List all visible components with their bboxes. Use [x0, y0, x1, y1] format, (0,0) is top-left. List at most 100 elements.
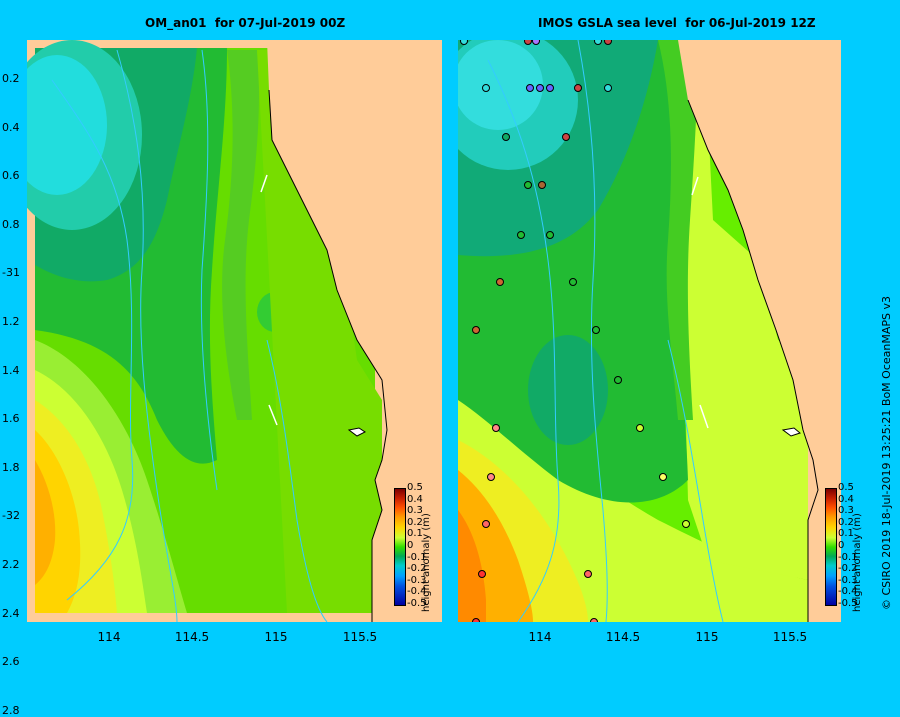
island [347, 427, 366, 437]
obs-marker [496, 278, 504, 286]
colorbar-tick-label: -0.3 [407, 574, 427, 586]
obs-marker [524, 181, 532, 189]
x-tick-label: 115.5 [342, 630, 378, 644]
obs-marker [584, 570, 592, 578]
right-colorbar [825, 488, 837, 606]
y-tick-label: -31 [2, 266, 20, 280]
field-sw-darkorange [458, 510, 486, 622]
y-tick-label: 2.2 [2, 558, 20, 571]
left-colorbar [394, 488, 406, 606]
obs-marker [460, 40, 468, 45]
current-arrow-1 [691, 176, 699, 196]
y-tick-label: 0.2 [2, 72, 20, 85]
obs-marker [594, 40, 602, 45]
y-tick-label: -32 [2, 509, 20, 523]
colorbar-tick-label: 0 [407, 540, 414, 551]
bathy-contour-3 [200, 49, 218, 491]
colorbar-tick-label: -0.4 [407, 586, 427, 598]
colorbar-tick-label: 0.4 [407, 493, 423, 505]
obs-marker [636, 424, 644, 432]
current-arrow-1 [260, 174, 268, 193]
credit-text: © CSIRO 2019 18-Jul-2019 13:25:21 BoM Oc… [880, 296, 893, 610]
left-map-svg [27, 40, 442, 622]
field-inner-strip [658, 40, 698, 420]
observation-markers [460, 40, 690, 622]
colorbar-tick-label: 0.2 [838, 516, 854, 528]
obs-marker [569, 278, 577, 286]
coastline [687, 99, 819, 622]
colorbar-tick-label: -0.4 [838, 586, 858, 598]
land-mask [267, 40, 442, 622]
y-tick-label: 1.4 [2, 363, 20, 377]
obs-marker [659, 473, 667, 481]
obs-marker [502, 133, 510, 141]
right-panel-title: IMOS GSLA sea level for 06-Jul-2019 12Z [538, 16, 816, 30]
obs-marker [604, 40, 612, 45]
bathy-contour-1 [487, 59, 560, 622]
colorbar-tick-label: -0.3 [838, 574, 858, 586]
colorbar-tick-label: -0.5 [838, 598, 858, 609]
field-eddy-inner [27, 55, 107, 195]
x-tick-label: 114 [97, 630, 121, 644]
colorbar-tick-label: -0.1 [407, 551, 427, 563]
field-eddy-inner [458, 40, 543, 130]
island [781, 427, 802, 437]
field-sw-orange [35, 460, 56, 585]
colorbar-tick-label: 0.5 [838, 482, 854, 493]
field-east [257, 50, 382, 613]
colorbar-tick-label: 0.5 [407, 482, 423, 493]
obs-marker [546, 84, 554, 92]
coastline [268, 89, 388, 622]
x-tick-label: 115.5 [772, 630, 808, 644]
obs-marker [604, 84, 612, 92]
obs-marker [592, 326, 600, 334]
bathy-contour-2 [577, 40, 608, 622]
obs-marker [526, 84, 534, 92]
right-map-panel [458, 40, 841, 622]
colorbar-tick-label: 0.1 [407, 528, 423, 540]
y-tick-label: 2.4 [2, 606, 20, 620]
colorbar-tick-label: -0.1 [838, 551, 858, 563]
y-tick-label: 0.8 [2, 217, 20, 231]
bathy-contour-1 [51, 79, 134, 601]
colorbar-tick-label: 0.2 [407, 516, 423, 528]
land-mask [678, 40, 841, 622]
obs-marker [614, 376, 622, 384]
obs-marker [536, 84, 544, 92]
obs-marker [590, 618, 598, 622]
obs-marker [517, 231, 525, 239]
x-tick-label: 115 [695, 630, 719, 644]
colorbar-tick-label: -0.2 [407, 563, 427, 575]
right-colorbar-label: height anomaly (m) [852, 513, 863, 612]
obs-marker [546, 231, 554, 239]
y-tick-label: 2.6 [2, 655, 20, 669]
y-tick-label: 0.6 [2, 169, 20, 183]
obs-marker [487, 473, 495, 481]
colorbar-tick-label: 0 [838, 540, 845, 551]
left-map-panel [27, 40, 442, 622]
field-mid-eddy [528, 335, 608, 445]
obs-marker [524, 40, 532, 45]
y-tick-label: 2.8 [2, 703, 20, 717]
colorbar-tick-label: 0.3 [838, 505, 854, 517]
x-tick-label: 114.5 [174, 630, 210, 644]
y-tick-label: 1.8 [2, 460, 20, 474]
bathy-contour-3 [667, 339, 724, 622]
obs-marker [482, 84, 490, 92]
right-map-svg [458, 40, 841, 622]
obs-marker [562, 133, 570, 141]
obs-marker [538, 181, 546, 189]
left-panel-title: OM_an01 for 07-Jul-2019 00Z [145, 16, 346, 30]
y-tick-label: 0.4 [2, 120, 20, 134]
y-tick-label: 1.2 [2, 315, 20, 328]
obs-marker [574, 84, 582, 92]
x-tick-label: 114.5 [605, 630, 641, 644]
obs-marker [532, 40, 540, 45]
obs-marker [682, 520, 690, 528]
obs-marker [472, 618, 480, 622]
obs-marker [478, 570, 486, 578]
x-tick-label: 115 [264, 630, 288, 644]
current-arrow-2 [699, 404, 709, 429]
colorbar-tick-label: -0.2 [838, 563, 858, 575]
current-arrow-2 [268, 404, 278, 426]
